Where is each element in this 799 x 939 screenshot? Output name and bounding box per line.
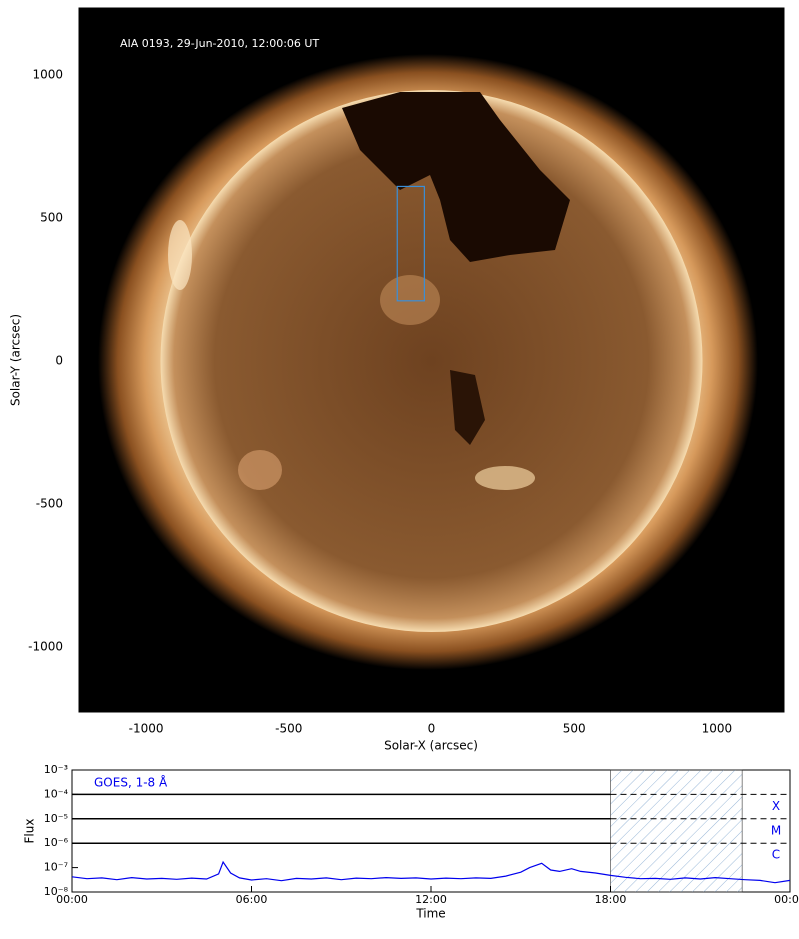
y-tick-label: 10⁻⁵ — [44, 812, 68, 825]
x-axis-label: Solar-X (arcsec) — [384, 739, 478, 753]
x-tick-label: 00:00 — [56, 893, 88, 906]
x-tick-label: 1000 — [702, 722, 733, 736]
y-tick-label: -500 — [36, 496, 63, 510]
x-tick-label: 18:00 — [595, 893, 627, 906]
coronal-hole — [342, 92, 570, 262]
x-tick-label: -500 — [275, 722, 302, 736]
y-tick-label: 500 — [40, 210, 63, 224]
active-region — [238, 450, 282, 490]
y-tick-label: 10⁻⁶ — [44, 836, 69, 849]
y-tick-label: 10⁻⁷ — [44, 861, 68, 874]
flux-class-label: M — [771, 823, 781, 837]
flux-line — [71, 860, 791, 884]
y-tick-label: 0 — [55, 353, 63, 367]
x-tick-label: 0 — [428, 722, 436, 736]
annotation: AIA 0193, 29-Jun-2010, 12:00:06 UT — [120, 37, 319, 50]
x-tick-label: 500 — [563, 722, 586, 736]
x-tick-label: 06:00 — [236, 893, 268, 906]
flux-class-label: X — [772, 799, 780, 813]
region-box — [396, 185, 425, 302]
y-tick-label: 1000 — [32, 67, 63, 81]
y-axis-label: Flux — [23, 819, 37, 844]
y-tick-label: 10⁻⁴ — [44, 787, 69, 800]
y-tick-label: 10⁻³ — [44, 763, 68, 776]
solar-image — [79, 8, 784, 712]
active-region — [168, 220, 192, 290]
shaded-interval — [610, 769, 743, 893]
dark-region — [450, 370, 485, 445]
y-tick-label: 10⁻⁸ — [44, 885, 69, 898]
active-region — [380, 275, 440, 325]
x-axis-label: Time — [415, 907, 445, 921]
x-tick-label: 00:00 — [774, 893, 799, 906]
y-tick-label: -1000 — [28, 639, 63, 653]
active-region — [475, 466, 535, 490]
x-tick-label: -1000 — [129, 722, 164, 736]
legend-label: GOES, 1-8 Å — [94, 775, 168, 790]
flux-class-label: C — [772, 848, 780, 862]
x-tick-label: 12:00 — [415, 893, 447, 906]
y-axis-label: Solar-Y (arcsec) — [9, 314, 23, 406]
solar-disk — [160, 90, 703, 632]
